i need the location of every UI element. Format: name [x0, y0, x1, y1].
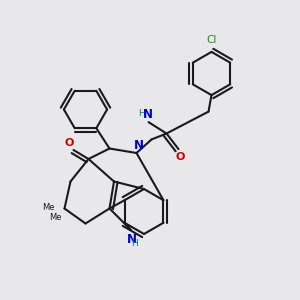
Text: Me: Me: [49, 213, 62, 222]
Text: H: H: [132, 238, 138, 247]
Text: N: N: [143, 109, 153, 122]
Text: Cl: Cl: [206, 35, 217, 45]
Text: O: O: [64, 139, 74, 148]
Text: N: N: [134, 140, 144, 152]
Text: O: O: [175, 152, 185, 162]
Text: N: N: [127, 233, 137, 246]
Text: Me: Me: [42, 202, 54, 211]
Text: H: H: [139, 110, 145, 118]
